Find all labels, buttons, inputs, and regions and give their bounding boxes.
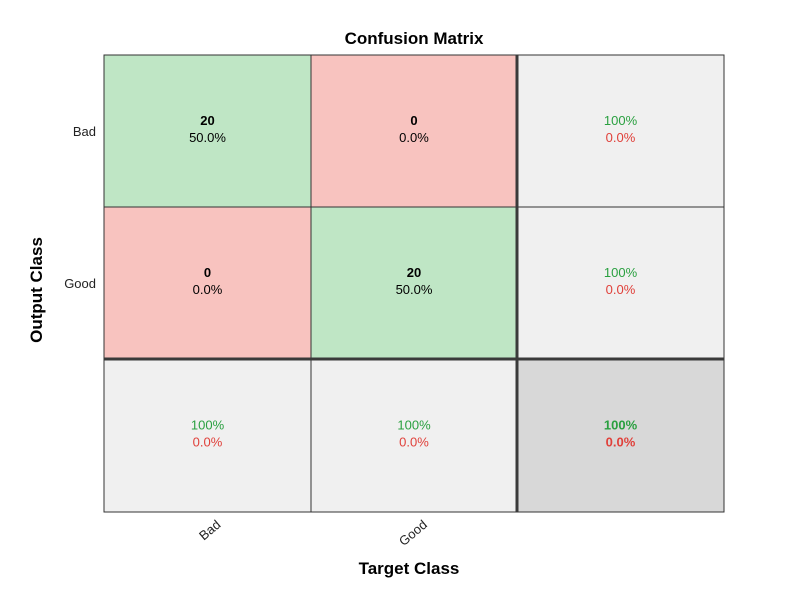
row-summary-cell-line1: 100% — [604, 265, 638, 280]
row-summary-cell-line2: 0.0% — [606, 282, 636, 297]
x-axis-label: Target Class — [359, 559, 460, 578]
overall-accuracy-cell-line2: 0.0% — [606, 435, 636, 450]
column-summary-cell-line2: 0.0% — [399, 435, 429, 450]
overall-accuracy-cell: 100% 0.0% — [516, 358, 725, 513]
matrix-cell: 0 0.0% — [310, 54, 518, 208]
matrix-cell-background — [310, 206, 518, 360]
row-summary-cell-background — [516, 206, 725, 360]
column-summary-cell: 100% 0.0% — [310, 358, 518, 513]
matrix-cell: 0 0.0% — [103, 206, 312, 360]
chart-title: Confusion Matrix — [345, 29, 484, 48]
matrix-cell-line2: 50.0% — [396, 282, 433, 297]
x-tick-label: Bad — [196, 517, 223, 543]
x-tick-label: Good — [396, 517, 430, 549]
matrix-cell-line1: 0 — [204, 265, 211, 280]
row-summary-cell: 100% 0.0% — [516, 206, 725, 360]
matrix-cell: 20 50.0% — [310, 206, 518, 360]
row-summary-cell-line2: 0.0% — [606, 130, 636, 145]
column-summary-cell-line2: 0.0% — [193, 435, 223, 450]
row-summary-cell: 100% 0.0% — [516, 54, 725, 208]
matrix-cell: 20 50.0% — [103, 54, 312, 208]
matrix-cell-background — [103, 206, 312, 360]
row-summary-cell-line1: 100% — [604, 113, 638, 128]
matrix-cell-line1: 20 — [200, 113, 214, 128]
y-axis-label: Output Class — [27, 237, 46, 343]
matrix-cell-background — [310, 54, 518, 208]
column-summary-cell-line1: 100% — [397, 418, 431, 433]
column-summary-cell-background — [310, 358, 518, 513]
matrix-cell-line1: 0 — [410, 113, 417, 128]
matrix-cell-line2: 0.0% — [399, 130, 429, 145]
matrix-cell-line2: 0.0% — [193, 282, 223, 297]
column-summary-cell-background — [103, 358, 312, 513]
matrix-cell-line2: 50.0% — [189, 130, 226, 145]
column-summary-cell: 100% 0.0% — [103, 358, 312, 513]
column-summary-cell-line1: 100% — [191, 418, 225, 433]
overall-accuracy-cell-line1: 100% — [604, 418, 638, 433]
matrix-cell-background — [103, 54, 312, 208]
matrix-cell-line1: 20 — [407, 265, 421, 280]
y-tick-label: Bad — [73, 124, 96, 139]
y-tick-label: Good — [64, 276, 96, 291]
row-summary-cell-background — [516, 54, 725, 208]
